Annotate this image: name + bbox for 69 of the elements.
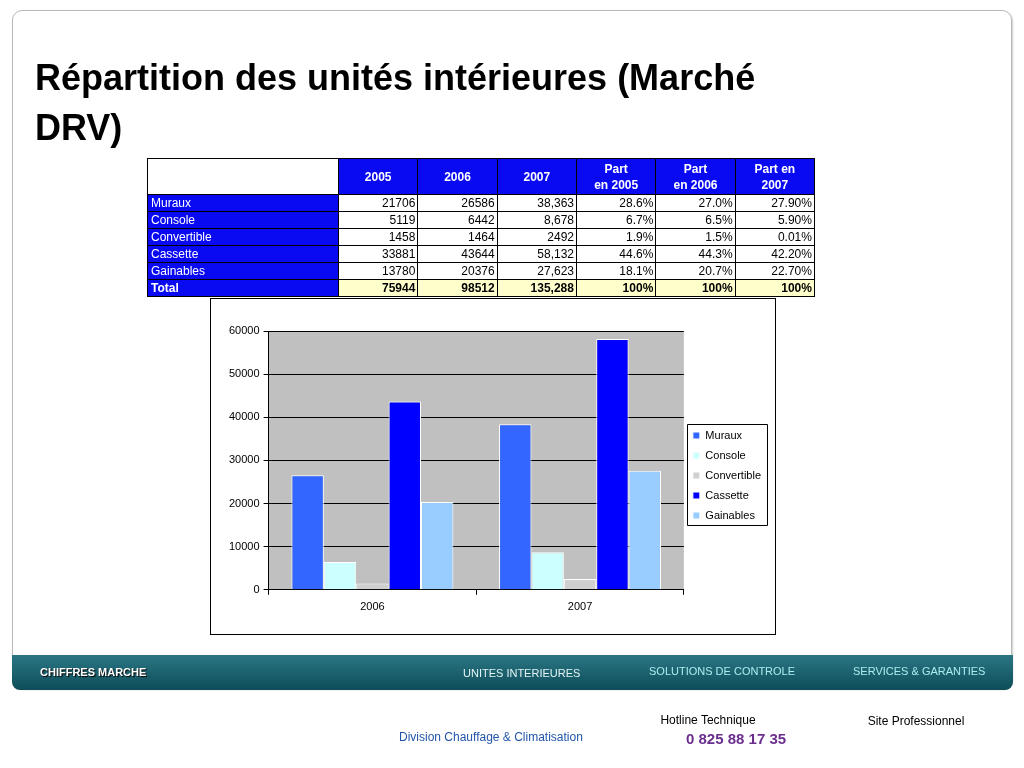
text: SOLUTIONS DE CONTROLE [649,664,796,679]
text: 0 825 88 17 35 [686,730,787,747]
text: 21706 [381,195,416,210]
text: 44.6% [619,246,654,261]
y-tick-label: 20000 [228,496,260,509]
text: 98512 [461,280,495,295]
text: 1.5% [705,229,733,244]
text: 22.70% [771,263,812,278]
category-label: Console [151,212,196,227]
category-label: 2006 [417,158,498,195]
y-tick-label: 60000 [228,324,260,337]
text: 38,363 [537,195,574,210]
legend-label: Muraux [705,428,743,441]
text: 5.90% [777,212,812,227]
y-tick-label: 40000 [228,410,260,423]
text: Division Chauffage & Climatisation [399,730,583,745]
legend-label: Convertible [705,468,761,481]
text: 1.9% [625,229,654,244]
text: 5119 [389,212,416,227]
legend-label: Cassette [705,488,749,501]
text: Site Professionnel [866,714,966,729]
text: 100% [781,280,812,295]
y-tick-label: 50000 [228,367,260,380]
legend-label: Gainables [705,508,756,521]
legend-label: Console [705,448,746,461]
category-label: Total [151,280,179,295]
text: 27.90% [771,195,812,210]
text: 42.20% [771,246,812,261]
text: 18.1% [619,263,654,278]
text: 135,288 [530,280,574,295]
text: 44.3% [698,246,733,261]
text: 20.7% [698,263,733,278]
text: 33881 [381,246,416,261]
category-label: Part en 2005 [576,158,656,195]
y-tick-label: 30000 [228,453,260,466]
text: 2492 [547,229,574,244]
y-tick-label: 0 [253,582,260,595]
category-label: Part en 2006 [655,158,736,195]
text: 6.7% [625,212,654,227]
text: 26586 [461,195,495,210]
text: SERVICES & GARANTIES [853,664,986,679]
text: 28.6% [619,195,654,210]
category-label: Gainables [151,263,206,278]
text: 100% [701,280,733,295]
text: 1464 [467,229,495,244]
text: 100% [622,280,654,295]
text: 1458 [388,229,416,244]
text: UNITES INTERIEURES [463,666,581,681]
category-label: 2007 [497,158,577,195]
category-label: Convertible [151,229,212,244]
text: 13780 [381,263,416,278]
text: 43644 [461,246,495,261]
text: 58,132 [537,246,574,261]
category-label: Cassette [151,246,199,261]
category-label: Part en 2007 [735,158,815,195]
text: 75944 [381,280,416,295]
category-label: 2005 [338,158,418,195]
category-label: Muraux [151,195,192,210]
y-tick-label: 10000 [228,539,260,552]
text: 0.01% [777,229,812,244]
text: 6442 [467,212,495,227]
text: CHIFFRES MARCHE [40,665,147,680]
text: 8,678 [543,212,574,227]
text: Hotline Technique [659,713,757,728]
text: 27.0% [698,195,733,210]
text: 27,623 [537,263,574,278]
text: 6.5% [705,212,733,227]
text: 20376 [461,263,495,278]
text: Répartition des unités intérieures (Marché DRV) [35,56,757,150]
